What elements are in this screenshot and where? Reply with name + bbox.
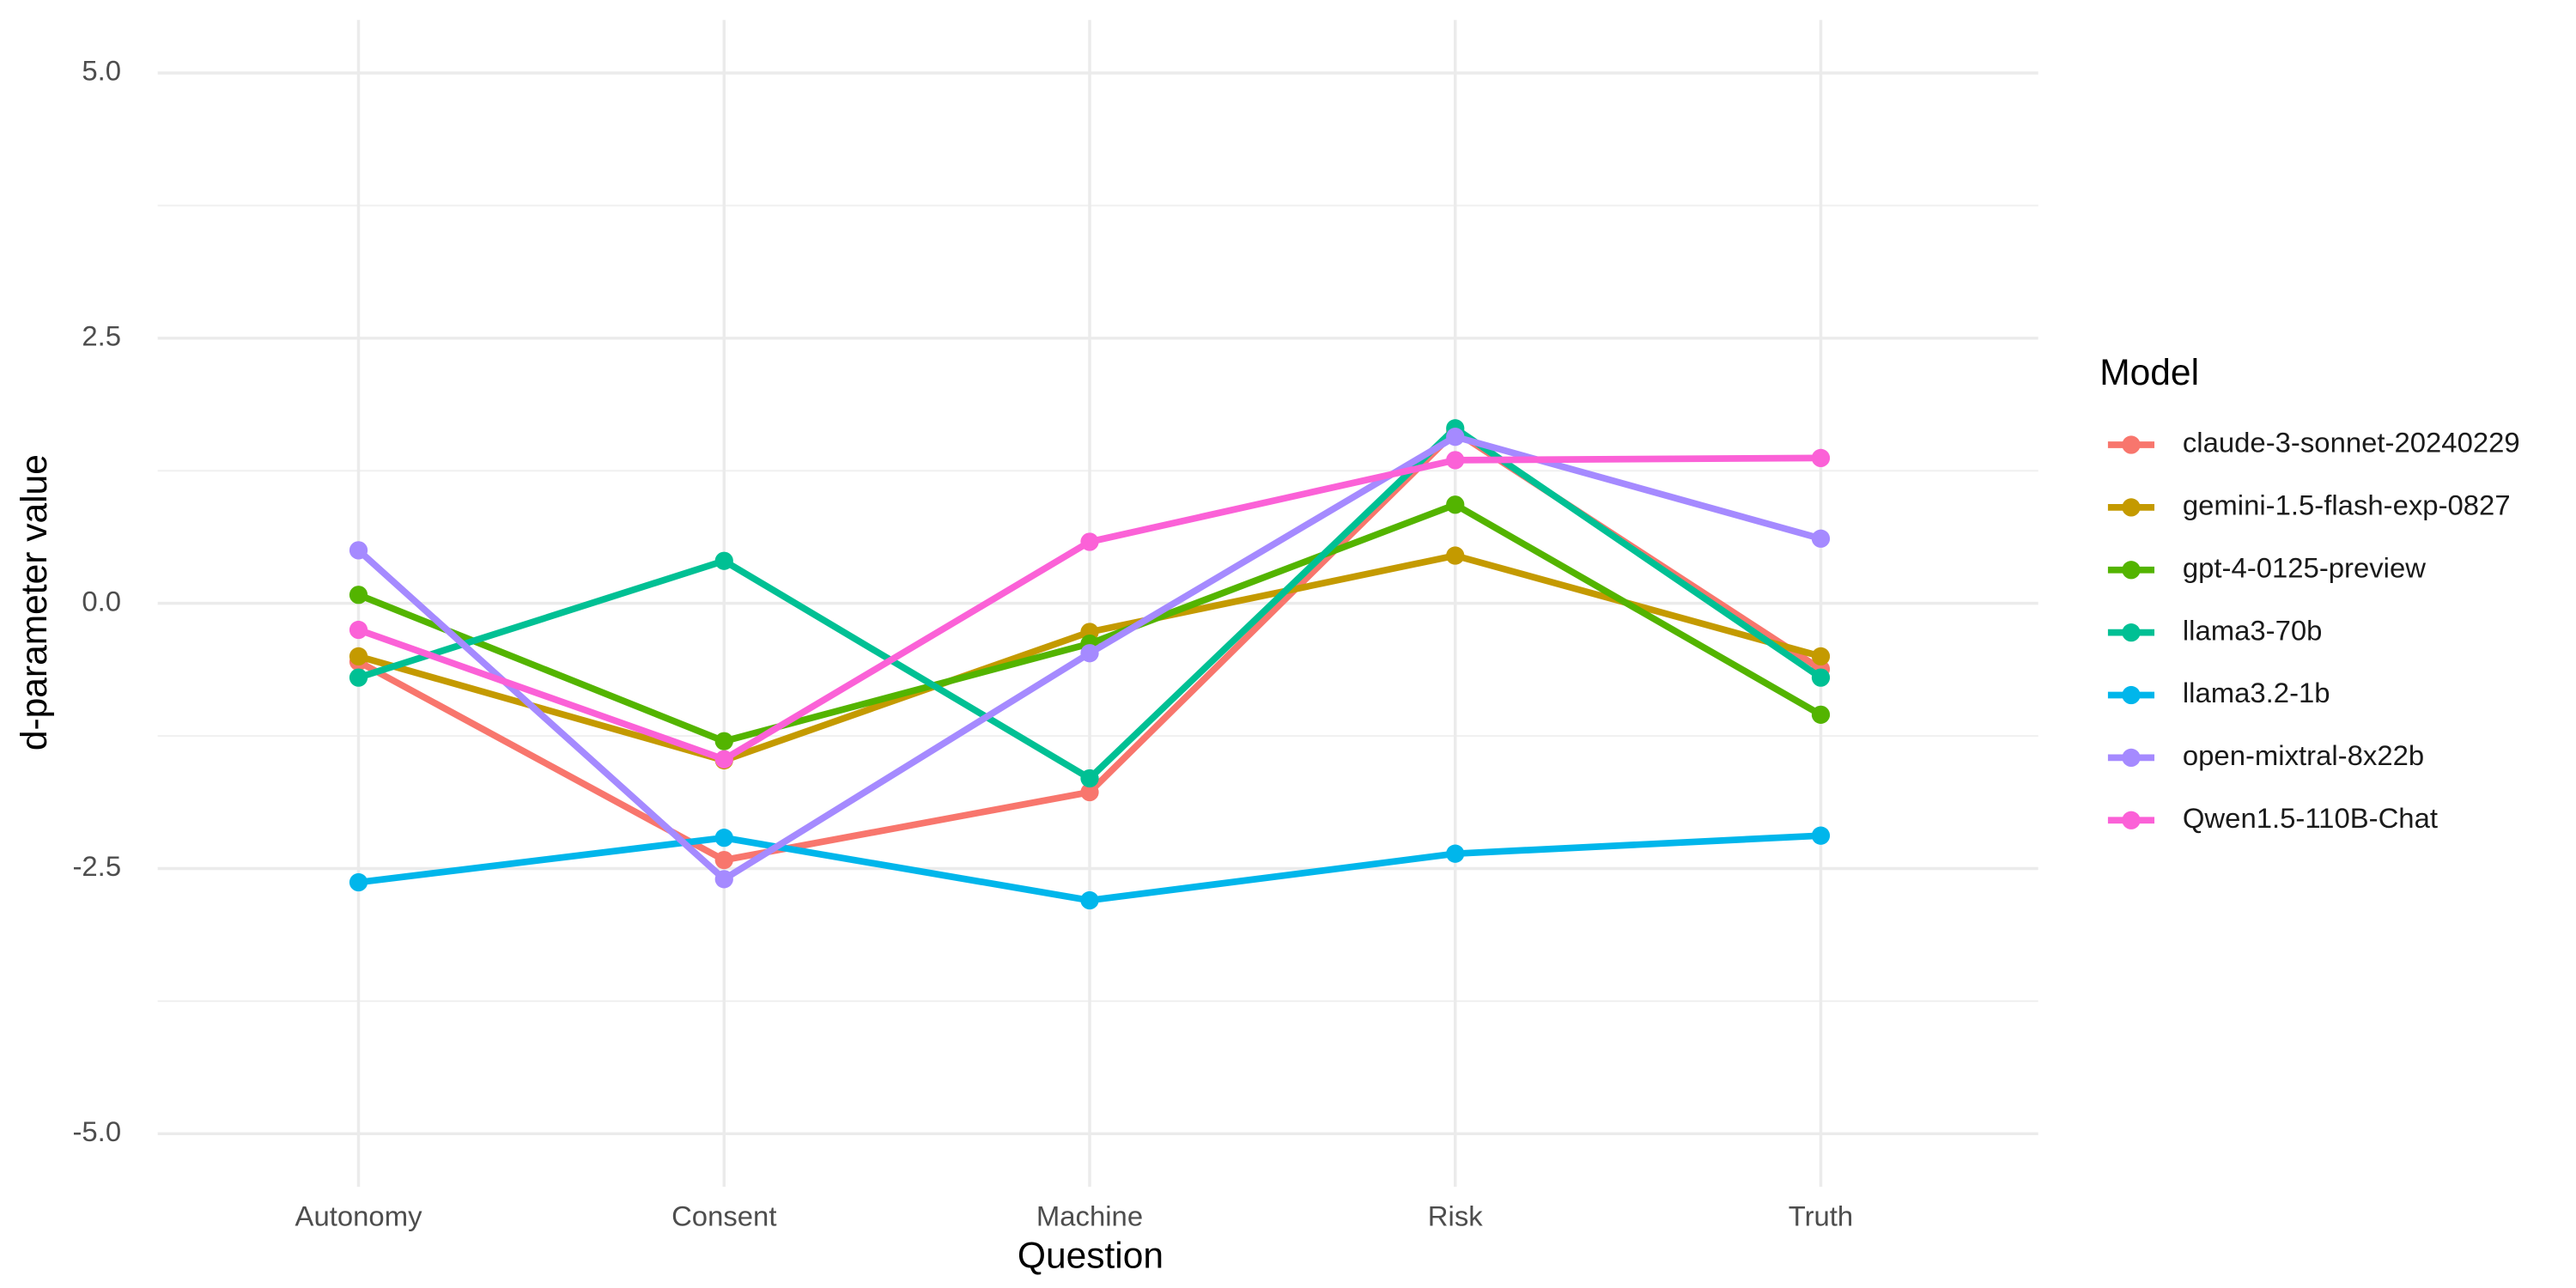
data-point (1446, 495, 1465, 514)
data-point (714, 551, 733, 570)
data-point (714, 850, 733, 870)
data-point (1080, 644, 1099, 663)
x-tick-label: Consent (671, 1200, 776, 1232)
legend-dot (2122, 685, 2141, 705)
data-point (1080, 532, 1099, 551)
data-point (714, 750, 733, 769)
legend-dot (2122, 561, 2141, 580)
legend-label: gemini-1.5-flash-exp-0827 (2183, 489, 2511, 521)
data-point (714, 829, 733, 848)
data-point (714, 732, 733, 750)
legend-dot (2122, 623, 2141, 642)
x-axis-title: Question (1018, 1236, 1163, 1276)
data-point (1446, 451, 1465, 470)
y-tick-label: 0.0 (82, 585, 121, 617)
data-point (1080, 782, 1099, 802)
data-point (1446, 428, 1465, 447)
y-tick-label: -5.0 (72, 1115, 121, 1147)
legend-label: llama3.2-1b (2183, 677, 2330, 708)
data-point (349, 668, 368, 687)
legend-label: Qwen1.5-110B-Chat (2183, 802, 2438, 834)
data-point (1811, 826, 1831, 845)
legend-label: open-mixtral-8x22b (2183, 739, 2424, 771)
y-tick-label: 5.0 (82, 55, 121, 87)
legend-label: gpt-4-0125-preview (2183, 551, 2426, 583)
data-point (1446, 546, 1465, 565)
data-point (1811, 448, 1831, 468)
data-point (1446, 844, 1465, 863)
data-point (1811, 668, 1831, 687)
legend-dot (2122, 498, 2141, 517)
data-point (1811, 529, 1831, 548)
legend-label: llama3-70b (2183, 614, 2323, 646)
data-point (349, 872, 368, 892)
legend-title: Model (2099, 353, 2199, 393)
x-tick-label: Machine (1036, 1200, 1143, 1232)
data-point (349, 541, 368, 560)
y-tick-label: -2.5 (72, 850, 121, 882)
data-point (349, 586, 368, 605)
legend-dot (2122, 748, 2141, 768)
x-tick-label: Truth (1789, 1200, 1853, 1232)
y-tick-label: 2.5 (82, 319, 121, 351)
data-point (349, 620, 368, 640)
y-axis-title: d-parameter value (15, 454, 55, 750)
data-point (1811, 705, 1831, 724)
data-point (349, 647, 368, 666)
legend-label: claude-3-sonnet-20240229 (2183, 427, 2520, 459)
x-tick-label: Risk (1428, 1200, 1483, 1232)
legend-dot (2122, 811, 2141, 829)
x-tick-label: Autonomy (295, 1200, 423, 1232)
data-point (714, 870, 733, 889)
data-point (1080, 769, 1099, 788)
data-point (1811, 647, 1831, 666)
legend-dot (2122, 435, 2141, 454)
data-point (1080, 890, 1099, 910)
